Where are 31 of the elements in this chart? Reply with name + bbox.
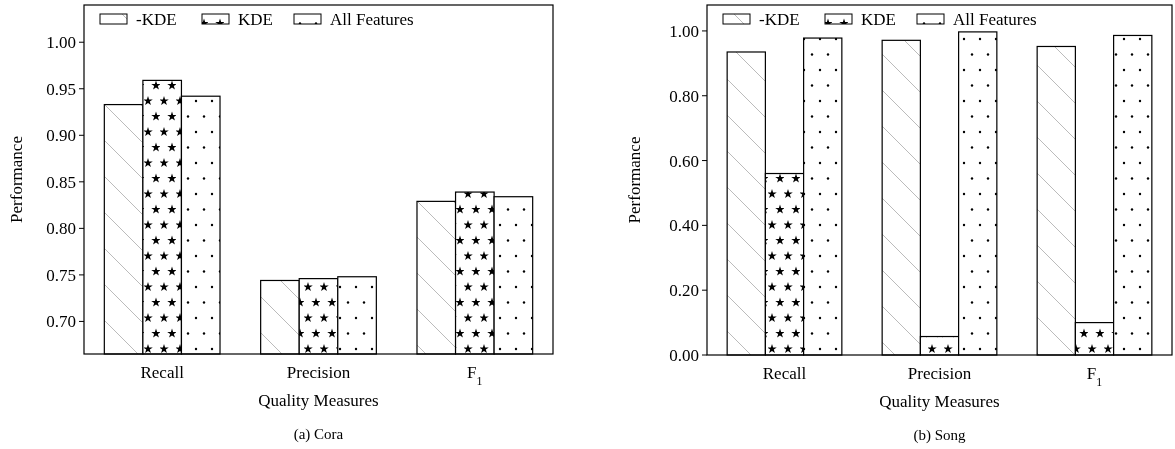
text: (b) Song: [913, 427, 967, 444]
legend-label: All Features: [330, 9, 414, 29]
legend-label: KDE: [861, 9, 896, 29]
x-axis-title: Quality Measures: [258, 391, 379, 410]
x-tick-label: Precision: [907, 364, 972, 383]
y-tick-label: 0.90: [46, 126, 76, 146]
x-tick-label: Precision: [286, 363, 351, 382]
y-tick-label: 0.00: [669, 345, 699, 365]
x-tick-label: F$_{1}$: [467, 363, 483, 388]
y-axis-title: Performance: [625, 136, 644, 224]
y-tick-label: 0.20: [669, 281, 699, 301]
y-tick-label: 0.75: [46, 265, 76, 285]
y-tick-label: 0.70: [46, 312, 76, 332]
legend-label: -KDE: [136, 9, 177, 29]
y-tick-label: 0.85: [46, 172, 76, 192]
y-tick-label: 0.80: [669, 86, 699, 106]
x-tick-label: F$_{1}$: [1086, 364, 1103, 389]
legend-label: All Features: [953, 9, 1037, 29]
y-tick-label: 0.60: [669, 151, 699, 171]
y-tick-label: 0.95: [46, 79, 76, 99]
y-tick-label: 1.00: [46, 33, 76, 53]
y-axis-title: Performance: [7, 136, 26, 223]
y-tick-label: 1.00: [669, 21, 699, 41]
x-tick-label: Recall: [762, 364, 807, 383]
text: (a) Cora: [293, 426, 344, 443]
y-tick-label: 0.80: [46, 219, 76, 239]
x-tick-label: Recall: [140, 363, 185, 382]
y-tick-label: 0.40: [669, 216, 699, 236]
legend-label: KDE: [238, 9, 273, 29]
x-axis-title: Quality Measures: [879, 392, 1000, 411]
legend-label: -KDE: [759, 9, 800, 29]
